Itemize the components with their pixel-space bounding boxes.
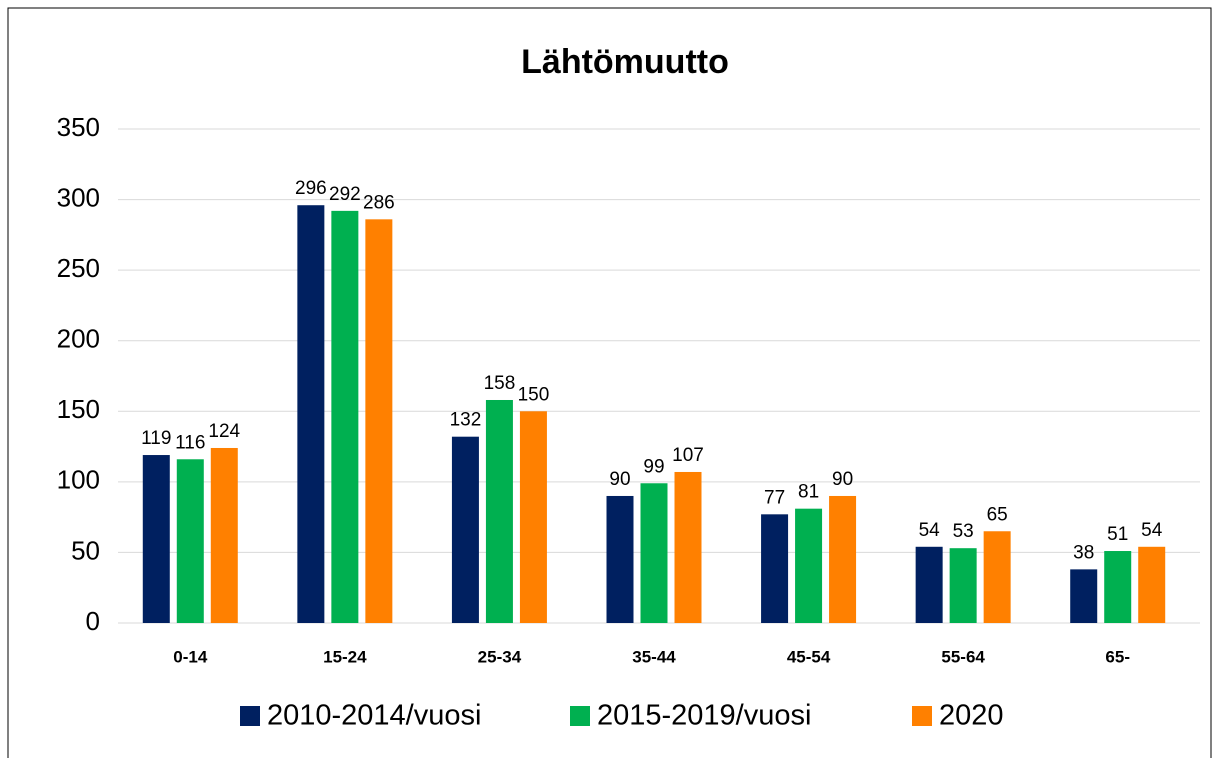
chart-frame <box>7 7 1212 758</box>
y-tick-label: 100 <box>57 465 100 495</box>
x-tick-label: 55-64 <box>941 647 985 666</box>
legend-label: 2015-2019/vuosi <box>597 700 811 732</box>
bar <box>1070 569 1098 623</box>
y-tick-label: 300 <box>57 182 100 212</box>
bar <box>915 546 943 623</box>
data-label: 90 <box>832 469 853 490</box>
data-label: 38 <box>1073 542 1094 563</box>
bar <box>949 548 977 623</box>
x-tick-label: 0-14 <box>173 647 208 666</box>
bar <box>1138 546 1166 623</box>
bar <box>674 471 702 623</box>
bar <box>297 205 325 623</box>
legend-swatch <box>912 706 932 726</box>
bar <box>795 508 823 623</box>
data-label: 77 <box>764 487 785 508</box>
bar <box>983 531 1011 623</box>
y-tick-label: 200 <box>57 324 100 354</box>
legend-label: 2020 <box>939 700 1004 732</box>
y-tick-label: 0 <box>86 606 100 636</box>
bar <box>606 495 634 623</box>
data-label: 116 <box>175 432 205 453</box>
legend-swatch <box>570 706 590 726</box>
x-tick-label: 35-44 <box>632 647 676 666</box>
data-label: 132 <box>450 410 482 431</box>
bar <box>176 459 204 623</box>
data-label: 51 <box>1107 524 1128 545</box>
bar <box>210 447 238 623</box>
data-label: 150 <box>518 384 550 405</box>
y-tick-label: 50 <box>71 535 100 565</box>
bar <box>519 411 547 623</box>
data-label: 53 <box>953 521 974 542</box>
bar <box>1104 551 1132 623</box>
bar <box>142 455 170 623</box>
bar <box>485 399 513 623</box>
data-label: 54 <box>919 520 941 541</box>
data-label: 119 <box>141 428 171 449</box>
data-label: 286 <box>363 192 395 213</box>
bar <box>640 483 668 623</box>
bar <box>829 495 857 623</box>
data-label: 81 <box>798 482 819 503</box>
data-label: 90 <box>609 469 630 490</box>
data-label: 124 <box>208 421 240 442</box>
x-tick-label: 15-24 <box>323 647 367 666</box>
bar <box>451 436 479 623</box>
x-tick-label: 45-54 <box>787 647 831 666</box>
data-label: 296 <box>295 178 327 199</box>
data-label: 292 <box>329 184 361 205</box>
chart-title: Lähtömuutto <box>521 43 729 81</box>
bar <box>331 210 359 623</box>
data-label: 107 <box>672 445 704 466</box>
legend-label: 2010-2014/vuosi <box>267 700 481 732</box>
legend-swatch <box>240 706 260 726</box>
bar <box>761 514 789 623</box>
y-tick-label: 250 <box>57 253 100 283</box>
y-tick-label: 150 <box>57 394 100 424</box>
x-tick-label: 25-34 <box>478 647 522 666</box>
data-label: 65 <box>987 504 1008 525</box>
bar <box>365 219 393 623</box>
x-tick-label: 65- <box>1105 647 1130 666</box>
data-label: 158 <box>484 373 516 394</box>
data-label: 54 <box>1141 520 1163 541</box>
data-label: 99 <box>643 456 664 477</box>
y-tick-label: 350 <box>57 112 100 142</box>
